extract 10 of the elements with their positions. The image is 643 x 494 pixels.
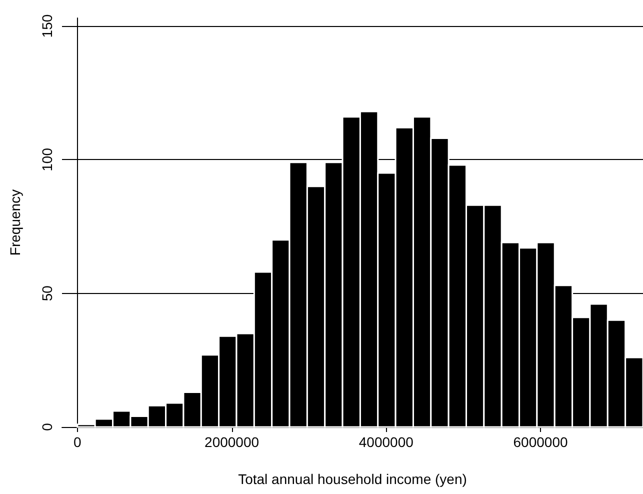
y-tick-label: 0 [39,422,55,431]
y-tick-label: 150 [39,14,55,38]
x-tick-label: 2000000 [204,434,260,450]
y-tick-label: 100 [39,148,55,172]
x-axis-title: Total annual household income (yen) [238,471,467,487]
x-tick-label: 6000000 [513,434,568,450]
y-tick-label: 50 [39,285,55,302]
x-tick-label: 0 [74,434,82,450]
x-tick-label: 4000000 [358,434,414,450]
y-axis-title: Frequency [7,189,23,256]
